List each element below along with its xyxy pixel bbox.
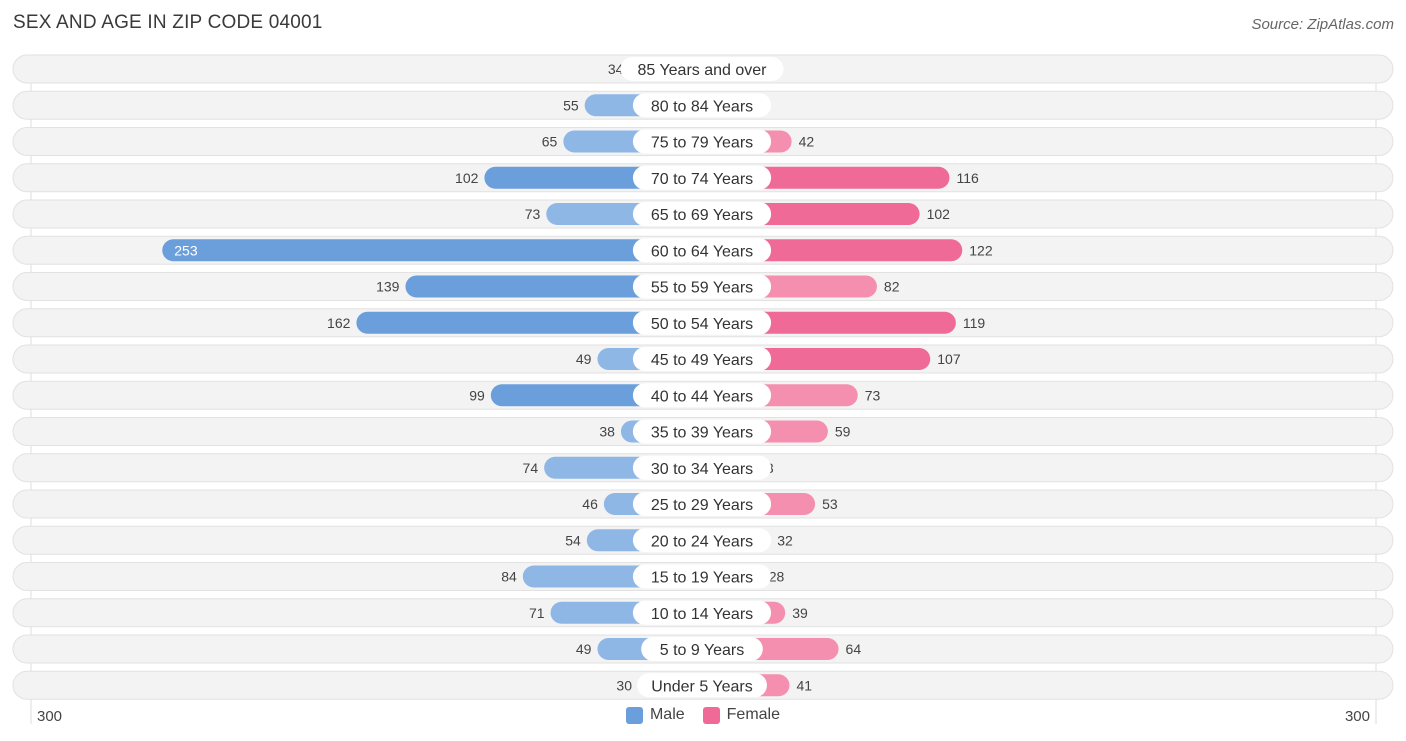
category-label-pill (632, 455, 772, 480)
male-value-label: 38 (599, 424, 615, 440)
female-value-label: 53 (822, 496, 838, 512)
male-value-label: 162 (327, 315, 351, 331)
category-label-pill (632, 528, 772, 553)
category-label-pill (632, 310, 772, 335)
male-value-label: 253 (174, 242, 198, 258)
category-label-pill (632, 274, 772, 299)
category-label: 45 to 49 Years (651, 352, 753, 369)
male-value-label: 49 (576, 641, 592, 657)
category-label: 70 to 74 Years (651, 171, 753, 188)
female-value-label: 73 (865, 387, 881, 403)
category-label-pill (637, 673, 767, 698)
female-value-label: 28 (769, 569, 785, 585)
male-value-label: 102 (455, 170, 479, 186)
category-label-pill (620, 57, 784, 81)
category-label-pill (632, 93, 772, 118)
legend-swatch-male (625, 706, 643, 724)
female-value-label: 64 (846, 641, 862, 657)
category-label-pill (632, 165, 772, 190)
male-value-label: 49 (576, 351, 592, 367)
category-label-pill (641, 637, 763, 661)
category-label-pill (632, 600, 772, 625)
female-value-label: 59 (835, 424, 851, 440)
category-label-pill (632, 383, 772, 408)
category-label: 40 to 44 Years (651, 388, 753, 405)
category-label: 25 to 29 Years (651, 497, 753, 514)
chart-legend: Male Female (0, 706, 1406, 724)
male-value-label: 73 (525, 206, 541, 222)
category-label-pill (632, 129, 772, 154)
category-label: 65 to 69 Years (651, 207, 753, 224)
female-value-label: 107 (937, 351, 961, 367)
category-label: 15 to 19 Years (651, 570, 753, 587)
category-label: 85 Years and over (638, 62, 768, 79)
category-label: 20 to 24 Years (651, 533, 753, 550)
legend-swatch-female (702, 706, 720, 724)
chart-title: SEX AND AGE IN ZIP CODE 04001 (13, 12, 323, 33)
male-value-label: 84 (501, 569, 517, 585)
chart-source: Source: ZipAtlas.com (1251, 16, 1394, 33)
female-value-label: 32 (777, 532, 793, 548)
category-label-pill (632, 492, 772, 516)
legend-label-female: Female (726, 706, 781, 723)
category-label: 55 to 59 Years (651, 280, 753, 297)
female-value-label: 116 (956, 170, 979, 186)
category-label-pill (632, 238, 772, 263)
male-value-label: 54 (565, 532, 581, 548)
male-value-label: 71 (529, 605, 545, 621)
category-label: 50 to 54 Years (651, 316, 753, 333)
female-value-label: 119 (963, 315, 986, 331)
male-value-label: 74 (523, 460, 539, 476)
category-label: 60 to 64 Years (651, 243, 753, 260)
female-value-label: 122 (969, 242, 993, 258)
axis-left-label: 300 (37, 708, 63, 725)
male-value-label: 99 (469, 387, 485, 403)
male-bar (405, 275, 702, 298)
category-label: 30 to 34 Years (651, 461, 753, 478)
category-label-pill (632, 347, 772, 371)
male-bar (356, 311, 702, 334)
axis-right-label: 300 (1344, 708, 1370, 725)
male-value-label: 55 (563, 97, 579, 113)
legend-item-male[interactable]: Male (625, 706, 685, 724)
category-label: 80 to 84 Years (651, 98, 753, 115)
category-label: 5 to 9 Years (660, 642, 745, 659)
female-value-label: 41 (796, 677, 812, 693)
female-value-label: 39 (792, 605, 808, 621)
male-bar (162, 239, 702, 262)
category-label-pill (632, 419, 772, 444)
category-label: Under 5 Years (651, 678, 752, 695)
male-value-label: 46 (582, 496, 598, 512)
category-label-pill (632, 564, 772, 589)
legend-item-female[interactable]: Female (702, 706, 781, 724)
male-value-label: 139 (376, 279, 400, 295)
category-label: 10 to 14 Years (651, 606, 753, 623)
legend-label-male: Male (649, 706, 685, 723)
female-value-label: 82 (884, 279, 900, 295)
male-value-label: 30 (616, 677, 632, 693)
category-label-pill (632, 202, 772, 226)
female-value-label: 42 (799, 134, 815, 150)
male-value-label: 34 (608, 61, 624, 77)
category-label: 75 to 79 Years (651, 135, 753, 152)
male-value-label: 65 (542, 134, 558, 150)
category-label: 35 to 39 Years (651, 425, 753, 442)
female-value-label: 102 (927, 206, 951, 222)
